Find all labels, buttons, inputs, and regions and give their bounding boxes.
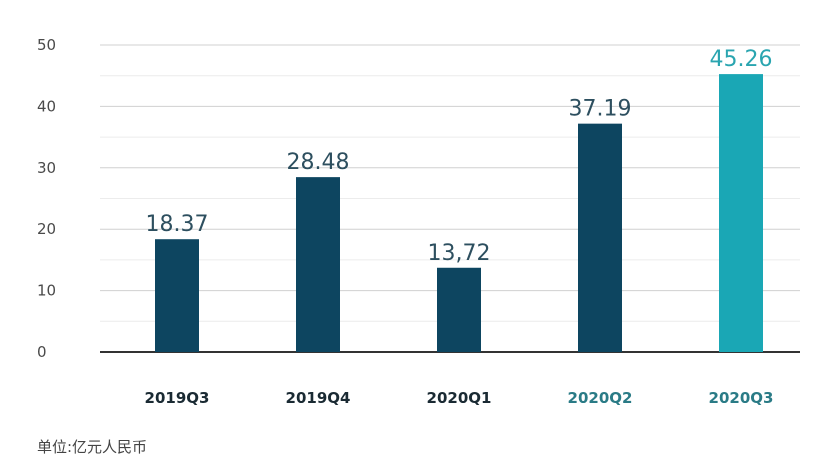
x-tick-label-2020Q2: 2020Q2 — [568, 389, 633, 407]
x-tick-label-2019Q3: 2019Q3 — [145, 389, 210, 407]
y-tick-label: 0 — [37, 343, 47, 361]
data-label-2020Q1: 13,72 — [428, 241, 491, 266]
y-tick-label: 30 — [37, 159, 56, 177]
y-tick-label: 40 — [37, 97, 56, 115]
bar-2019Q4 — [296, 177, 340, 352]
bar-2019Q3 — [155, 239, 199, 352]
y-tick-label: 10 — [37, 282, 56, 300]
bar-2020Q3 — [719, 74, 763, 352]
data-label-2020Q2: 37.19 — [569, 97, 632, 122]
y-tick-label: 50 — [37, 36, 56, 54]
unit-note: 单位:亿元人民币 — [37, 438, 148, 456]
y-tick-label: 20 — [37, 220, 56, 238]
x-axis: 2019Q3 2019Q4 2020Q1 2020Q2 2020Q3 — [145, 389, 774, 407]
bars — [155, 74, 763, 352]
data-label-2019Q3: 18.37 — [146, 212, 209, 237]
data-label-2019Q4: 28.48 — [287, 150, 350, 175]
data-label-2020Q3: 45.26 — [710, 47, 773, 72]
x-tick-label-2019Q4: 2019Q4 — [286, 389, 351, 407]
bar-2020Q2 — [578, 123, 622, 352]
x-tick-label-2020Q1: 2020Q1 — [427, 389, 492, 407]
y-axis: 0 10 20 30 40 50 — [37, 36, 56, 361]
bar-2020Q1 — [437, 267, 481, 352]
x-tick-label-2020Q3: 2020Q3 — [709, 389, 774, 407]
value-labels: 18.37 28.48 13,72 37.19 45.26 — [146, 47, 773, 266]
